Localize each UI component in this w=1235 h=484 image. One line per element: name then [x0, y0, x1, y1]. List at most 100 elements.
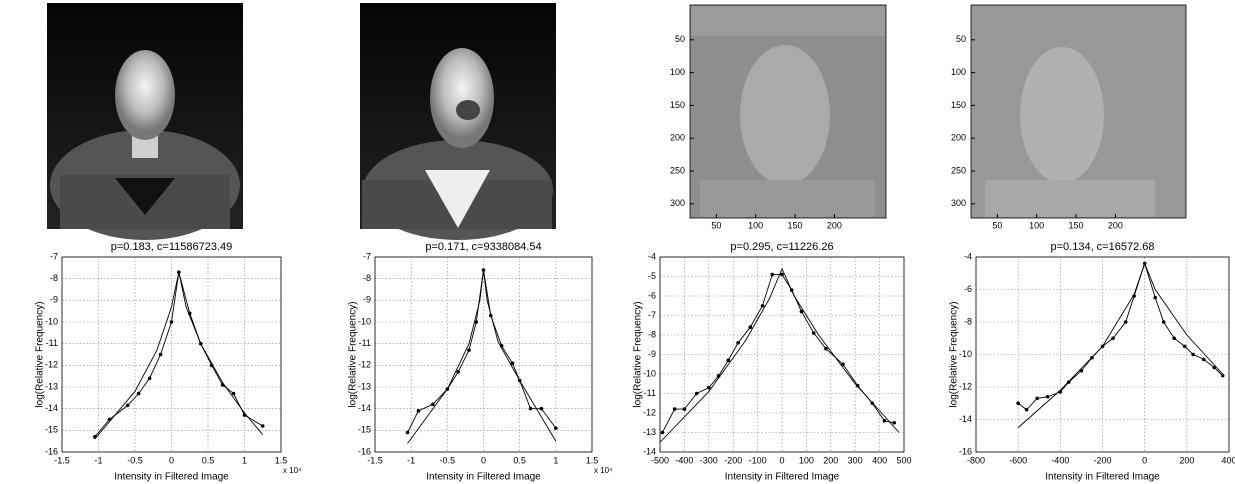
x-tick-label: -1.5 — [54, 455, 70, 465]
chart-panel: p=0.183, c=11586723.49-16-15-14-13-12-11… — [35, 241, 302, 483]
y-tick-label: -11 — [46, 338, 58, 348]
y-tick-label: -9 — [50, 295, 58, 305]
y-tick-label: 300 — [951, 198, 966, 208]
data-point — [707, 385, 711, 390]
y-tick-label: -13 — [45, 381, 58, 391]
data-point — [799, 309, 804, 314]
x-tick-label: 0 — [481, 455, 486, 465]
y-tick-label: -7 — [50, 251, 58, 261]
x-tick-label: 0 — [1142, 455, 1147, 465]
data-point — [539, 406, 544, 411]
x-tick-label: 100 — [1029, 220, 1044, 230]
plot-frame — [659, 256, 905, 453]
data-point — [694, 391, 699, 396]
data-point — [760, 303, 765, 308]
data-point — [811, 331, 816, 335]
data-point — [456, 370, 460, 374]
x-axis-label: Intensity in Filtered Image — [725, 472, 840, 483]
x-tick-label: -300 — [700, 455, 718, 465]
x-tick-label: 200 — [1108, 220, 1123, 230]
y-tick-label: 250 — [951, 165, 966, 175]
data-point — [682, 407, 687, 411]
series-line — [1017, 262, 1223, 411]
x-tick-label: 400 — [1221, 455, 1235, 465]
data-point — [660, 430, 665, 435]
thermal-image-2 — [360, 3, 556, 240]
x-axis-label: Intensity in Filtered Image — [114, 472, 229, 483]
data-point — [125, 403, 130, 408]
y-axis-label: log(Relative Frequency) — [633, 301, 644, 407]
y-tick-label: -9 — [648, 349, 656, 359]
data-point — [136, 391, 141, 396]
y-tick-label: -10 — [45, 316, 58, 326]
data-point — [147, 376, 152, 381]
y-tick-label: 300 — [670, 198, 685, 208]
x-axis-label: Intensity in Filtered Image — [426, 472, 541, 483]
y-tick-label: -4 — [648, 251, 656, 261]
x-tick-label: 150 — [788, 220, 803, 230]
y-tick-label: -7 — [363, 251, 371, 261]
series-line — [1017, 262, 1224, 428]
x-tick-label: 150 — [1069, 220, 1084, 230]
y-tick-label: 150 — [670, 100, 685, 110]
y-tick-label: -8 — [964, 316, 972, 326]
data-point — [528, 406, 533, 411]
series-line — [659, 267, 900, 443]
visible-image-3 — [689, 4, 887, 219]
series-line — [407, 269, 557, 433]
series-line — [407, 269, 557, 444]
data-point — [824, 346, 828, 351]
data-point — [672, 407, 677, 411]
y-tick-label: -16 — [45, 446, 58, 456]
x-tick-label: 1.5 — [275, 455, 288, 465]
data-point — [1220, 373, 1225, 378]
chart-panel: p=0.171, c=9338084.54-16-15-14-13-12-11-… — [348, 241, 613, 483]
x-tick-label: -400 — [1051, 455, 1069, 465]
x-tick-label: -1 — [407, 455, 415, 465]
data-point — [736, 341, 740, 345]
data-point — [510, 361, 515, 365]
data-point — [780, 272, 784, 277]
data-point — [405, 430, 410, 435]
plot-frame — [374, 256, 593, 453]
y-tick-label: -4 — [964, 251, 972, 261]
data-point — [841, 362, 845, 367]
x-tick-label: -400 — [675, 455, 693, 465]
data-point — [1161, 320, 1166, 324]
y-tick-label: -12 — [959, 381, 972, 391]
y-tick-label: -12 — [643, 407, 656, 417]
x-scale-label: x 10⁴ — [594, 466, 613, 475]
y-axis-label: log(Relative Frequency) — [949, 301, 960, 407]
x-tick-label: 500 — [896, 455, 911, 465]
x-tick-label: 1 — [242, 455, 247, 465]
data-point — [1123, 320, 1128, 324]
data-point — [474, 320, 479, 324]
y-tick-label: -15 — [358, 425, 371, 435]
x-tick-label: -1.5 — [367, 455, 383, 465]
y-tick-label: -9 — [363, 295, 371, 305]
data-point — [416, 409, 421, 413]
x-tick-label: -100 — [749, 455, 767, 465]
x-tick-label: 300 — [848, 455, 863, 465]
data-point — [1111, 336, 1115, 341]
y-tick-label: -6 — [964, 284, 972, 294]
plot-frame — [975, 256, 1230, 453]
y-tick-label: 100 — [951, 67, 966, 77]
y-tick-label: 250 — [670, 165, 685, 175]
x-tick-label: 0 — [779, 455, 784, 465]
x-tick-label: 0.5 — [202, 455, 215, 465]
chart-title: p=0.171, c=9338084.54 — [425, 241, 541, 253]
plot-frame — [61, 256, 282, 453]
x-tick-label: 50 — [992, 220, 1002, 230]
data-point — [748, 325, 753, 330]
x-tick-label: 200 — [823, 455, 838, 465]
data-point — [892, 420, 897, 425]
y-axis-label: log(Relative Frequency) — [348, 301, 359, 407]
y-tick-label: -14 — [959, 414, 972, 424]
data-point — [1191, 352, 1195, 357]
x-tick-label: -1 — [94, 455, 102, 465]
y-tick-label: -8 — [50, 273, 58, 283]
data-point — [1045, 394, 1050, 399]
x-tick-label: 0 — [169, 455, 174, 465]
